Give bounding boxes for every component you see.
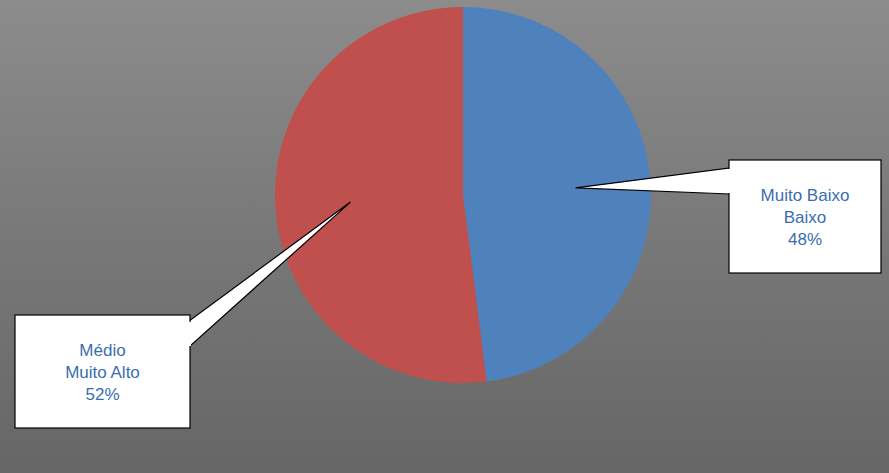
svg-text:MédioMuito Alto52%: MédioMuito Alto52% <box>65 341 140 404</box>
svg-text:Muito BaixoBaixo48%: Muito BaixoBaixo48% <box>761 186 850 249</box>
